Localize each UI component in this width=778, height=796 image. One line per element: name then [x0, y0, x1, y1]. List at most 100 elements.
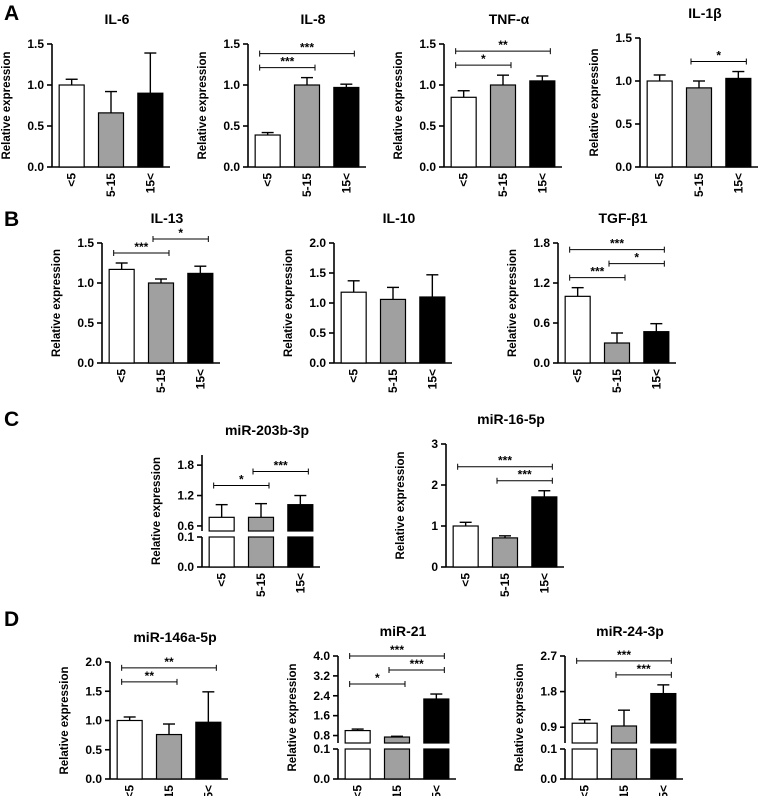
x-category-label: <5	[459, 573, 473, 587]
x-category-label: 15<	[537, 573, 551, 593]
significance-label: ***	[610, 237, 624, 251]
significance-label: *	[481, 52, 486, 66]
chart-tgfb1: TGF-β1 Relative expression 0.0 0.6 1.2 1.8 <5 5…	[507, 210, 676, 393]
chart-mir146a: miR-146a-5p Relative expression 0.0 0.5 1.0 1…	[59, 629, 228, 796]
bar-2	[333, 86, 360, 168]
significance-label: ***	[590, 265, 604, 279]
y-axis-label: Relative expression	[287, 663, 299, 771]
bar-0	[116, 719, 143, 780]
x-category-label: 5-15	[610, 369, 624, 393]
bar-1	[155, 733, 183, 780]
x-category-label: 15<	[429, 785, 443, 796]
x-category-label: 15<	[425, 369, 439, 389]
y-tick-label: 1.0	[309, 296, 326, 310]
significance-label: ***	[300, 41, 314, 55]
y-tick-label: 0.0	[533, 356, 550, 370]
x-category-label: 15<	[656, 785, 670, 796]
x-category-label: 5-15	[154, 369, 168, 393]
y-axis-label: Relative expression	[393, 51, 405, 159]
bar-0	[344, 729, 371, 744]
bar-2	[137, 92, 164, 168]
chart-mir24: miR-24-3p Relative expression 0.0 0.1 0.9 1.8…	[514, 623, 683, 796]
y-axis-label: Relative expression	[51, 249, 63, 357]
y-tick-label: 0.0	[77, 356, 94, 370]
y-tick-label: 0.5	[309, 326, 326, 340]
bar-0-lower	[344, 748, 371, 780]
bar-0	[571, 722, 598, 744]
y-tick-label: 1.0	[223, 78, 240, 92]
y-tick-label: 1.5	[309, 266, 326, 280]
significance-label: ***	[617, 648, 631, 662]
y-tick-label: 0.5	[85, 743, 102, 757]
y-tick-label: 0.0	[309, 356, 326, 370]
y-tick-label: 1.0	[85, 714, 102, 728]
y-tick-label: 0.5	[27, 119, 44, 133]
x-category-label: <5	[123, 785, 137, 796]
panel-label-b: B	[4, 208, 19, 231]
bar-0	[646, 80, 673, 168]
chart-title: miR-16-5p	[477, 411, 545, 427]
bar-1	[97, 112, 125, 168]
y-tick-label: 1.5	[223, 37, 240, 51]
x-category-label: <5	[215, 573, 229, 587]
y-axis-label: Relative expression	[507, 249, 519, 357]
bar-2	[529, 80, 556, 168]
y-tick-label: 1.5	[615, 31, 632, 45]
chart-mir203b: miR-203b-3p Relative expression 0.0 0.10.6 1…	[151, 422, 320, 597]
x-category-label: 15<	[201, 785, 215, 796]
significance-label: **	[145, 669, 155, 683]
x-category-label: 15<	[731, 173, 745, 193]
y-axis-label: Relative expression	[59, 666, 71, 774]
bar-1	[610, 725, 638, 744]
y-tick-label: 1.8	[177, 458, 194, 472]
bar-0	[564, 295, 591, 364]
y-tick-label: 1.5	[85, 684, 102, 698]
bar-1-lower	[247, 536, 275, 568]
x-category-label: 15<	[339, 173, 353, 193]
y-tick-label: 0.6	[177, 519, 194, 533]
y-tick-label: 1.5	[27, 37, 44, 51]
chart-title: TGF-β1	[599, 210, 648, 226]
chart-mir16: miR-16-5p Relative expression 0 1 2 3 <5 5-15 15…	[395, 411, 564, 597]
y-tick-label: 0.0	[313, 772, 330, 786]
bar-1	[379, 298, 407, 364]
y-tick-label: 1.8	[533, 236, 550, 250]
bar-2	[419, 296, 446, 364]
bar-2	[195, 721, 222, 780]
y-tick-label: 0.8	[313, 729, 330, 743]
y-tick-label: 0.0	[615, 160, 632, 174]
x-category-label: 15<	[193, 369, 207, 389]
x-category-label: <5	[571, 369, 585, 383]
y-tick-label: 0.1	[540, 742, 557, 756]
y-tick-label: 0.6	[533, 316, 550, 330]
bar-2	[187, 272, 214, 364]
bar-2-lower	[650, 748, 677, 780]
significance-label: *	[634, 251, 639, 265]
y-tick-label: 0	[431, 560, 438, 574]
x-category-label: 5-15	[496, 173, 510, 197]
x-category-label: 5-15	[617, 785, 631, 796]
y-tick-label: 0.9	[540, 720, 557, 734]
chart-il10: IL-10 Relative expression 0.0 0.5 1.0 1.5 2.0 <…	[283, 210, 452, 393]
bar-0	[452, 525, 479, 568]
bar-0	[58, 84, 85, 168]
bar-0	[450, 96, 477, 168]
bar-1	[489, 84, 517, 168]
panel-label-c: C	[4, 408, 19, 431]
chart-title: IL-6	[105, 11, 130, 27]
y-tick-label: 1.5	[77, 236, 94, 250]
x-category-label: 15<	[293, 573, 307, 593]
y-tick-label: 2.0	[309, 236, 326, 250]
chart-title: miR-146a-5p	[133, 629, 216, 645]
y-tick-label: 0.0	[27, 160, 44, 174]
y-tick-label: 0.5	[615, 117, 632, 131]
bar-2-lower	[423, 748, 450, 780]
y-tick-label: 0.1	[177, 530, 194, 544]
x-category-label: 5-15	[692, 173, 706, 197]
bar-1-lower	[383, 748, 411, 780]
y-tick-label: 1.0	[27, 78, 44, 92]
y-tick-label: 1.0	[77, 276, 94, 290]
chart-title: TNF-α	[489, 11, 530, 27]
panel-label-a: A	[4, 2, 19, 25]
y-tick-label: 1	[431, 519, 438, 533]
